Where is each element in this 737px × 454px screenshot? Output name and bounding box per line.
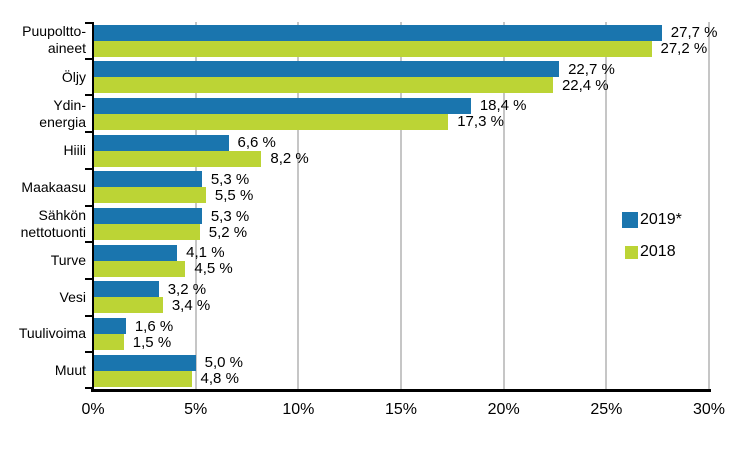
- value-label-2019: 22,7 %: [568, 60, 615, 78]
- gridline: [194, 22, 197, 389]
- x-tick-label: 5%: [184, 401, 208, 418]
- x-axis-line: [91, 389, 711, 392]
- value-label-2018: 4,8 %: [200, 370, 239, 388]
- category-label: Puupoltto- aineet: [22, 23, 86, 57]
- y-axis-tick: [85, 314, 93, 317]
- category-label: Vesi: [59, 288, 86, 305]
- legend: 2019* 2018: [622, 211, 682, 276]
- bar-2018: [93, 150, 262, 167]
- category-label: Sähkön nettotuonti: [20, 206, 86, 240]
- x-tick-label: 30%: [692, 401, 726, 418]
- bar-2019: [93, 208, 202, 224]
- legend-label-2018: 2018: [640, 243, 676, 260]
- category-label: Öljy: [61, 68, 86, 85]
- value-label-2018: 8,2 %: [270, 150, 309, 168]
- legend-item-2019: 2019*: [622, 211, 682, 228]
- y-axis-tick: [85, 204, 93, 207]
- y-axis-tick: [85, 387, 93, 389]
- value-label-2019: 5,3 %: [210, 170, 250, 188]
- value-label-2018: 22,4 %: [561, 76, 609, 94]
- gridline: [708, 22, 710, 389]
- y-axis-tick: [85, 167, 93, 170]
- value-label-2019: 3,2 %: [167, 280, 207, 298]
- gridline: [502, 22, 505, 389]
- value-label-2019: 27,7 %: [670, 24, 718, 41]
- value-label-2019: 5,0 %: [204, 354, 244, 372]
- value-label-2019: 4,1 %: [186, 244, 225, 262]
- bar-2018: [93, 260, 186, 277]
- category-label: Tuulivoima: [18, 325, 86, 342]
- value-label-2019: 6,6 %: [237, 134, 276, 152]
- bar-2019: [93, 318, 126, 335]
- y-axis-tick: [85, 131, 93, 134]
- category-label: Muut: [54, 362, 86, 379]
- value-label-2019: 18,4 %: [479, 97, 527, 115]
- gridline: [605, 22, 608, 389]
- y-axis-tick: [85, 22, 93, 24]
- y-axis-tick: [85, 94, 93, 97]
- value-label-2018: 5,2 %: [208, 223, 248, 241]
- bar-2019: [93, 244, 178, 261]
- bar-2019: [93, 61, 560, 78]
- y-axis-tick: [85, 277, 93, 280]
- bar-2018: [93, 370, 192, 387]
- value-label-2019: 5,3 %: [210, 207, 250, 225]
- value-label-2018: 27,2 %: [660, 40, 708, 57]
- value-label-2018: 4,5 %: [194, 260, 233, 278]
- gridline: [400, 22, 402, 389]
- legend-item-2018: 2018: [622, 243, 682, 260]
- bar-2019: [93, 354, 196, 371]
- bar-2018: [93, 40, 652, 57]
- bar-2018: [93, 187, 206, 204]
- bar-2018: [93, 334, 124, 351]
- bar-2019: [93, 171, 202, 188]
- category-label: Maakaasu: [21, 178, 86, 195]
- y-axis-line: [92, 22, 94, 390]
- x-tick-label: 15%: [384, 401, 418, 418]
- value-label-2018: 5,5 %: [214, 186, 254, 204]
- value-label-2019: 1,6 %: [134, 317, 174, 335]
- legend-label-2019: 2019*: [640, 211, 682, 228]
- value-label-2018: 1,5 %: [132, 333, 172, 351]
- x-tick-label: 25%: [590, 401, 623, 418]
- x-tick-label: 20%: [487, 401, 520, 418]
- legend-swatch-2019: [622, 212, 638, 228]
- value-label-2018: 17,3 %: [457, 113, 504, 131]
- y-axis-tick: [85, 57, 93, 60]
- x-tick-label: 10%: [282, 401, 315, 418]
- x-tick-label: 0%: [81, 401, 105, 418]
- y-axis-tick: [85, 241, 93, 244]
- category-label: Hiili: [63, 141, 86, 158]
- category-label: Turve: [50, 252, 86, 269]
- bar-2019: [93, 24, 662, 41]
- legend-swatch-2018: [625, 245, 638, 259]
- plot-area: 27,7 % 27,2 % 22,7 % 22,4 % 18,4 % 17,3 % 6,6 …: [85, 22, 717, 392]
- gridline: [297, 22, 300, 389]
- y-axis-tick: [85, 351, 93, 354]
- value-label-2018: 3,4 %: [171, 296, 211, 314]
- bar-2019: [93, 134, 229, 151]
- bar-2018: [93, 297, 163, 314]
- bar-2019: [93, 281, 159, 298]
- category-label: Ydin- energia: [39, 96, 86, 130]
- bar-2018: [93, 113, 449, 130]
- bar-2019: [93, 97, 471, 114]
- bar-2018: [93, 77, 553, 94]
- bar-2018: [93, 224, 200, 240]
